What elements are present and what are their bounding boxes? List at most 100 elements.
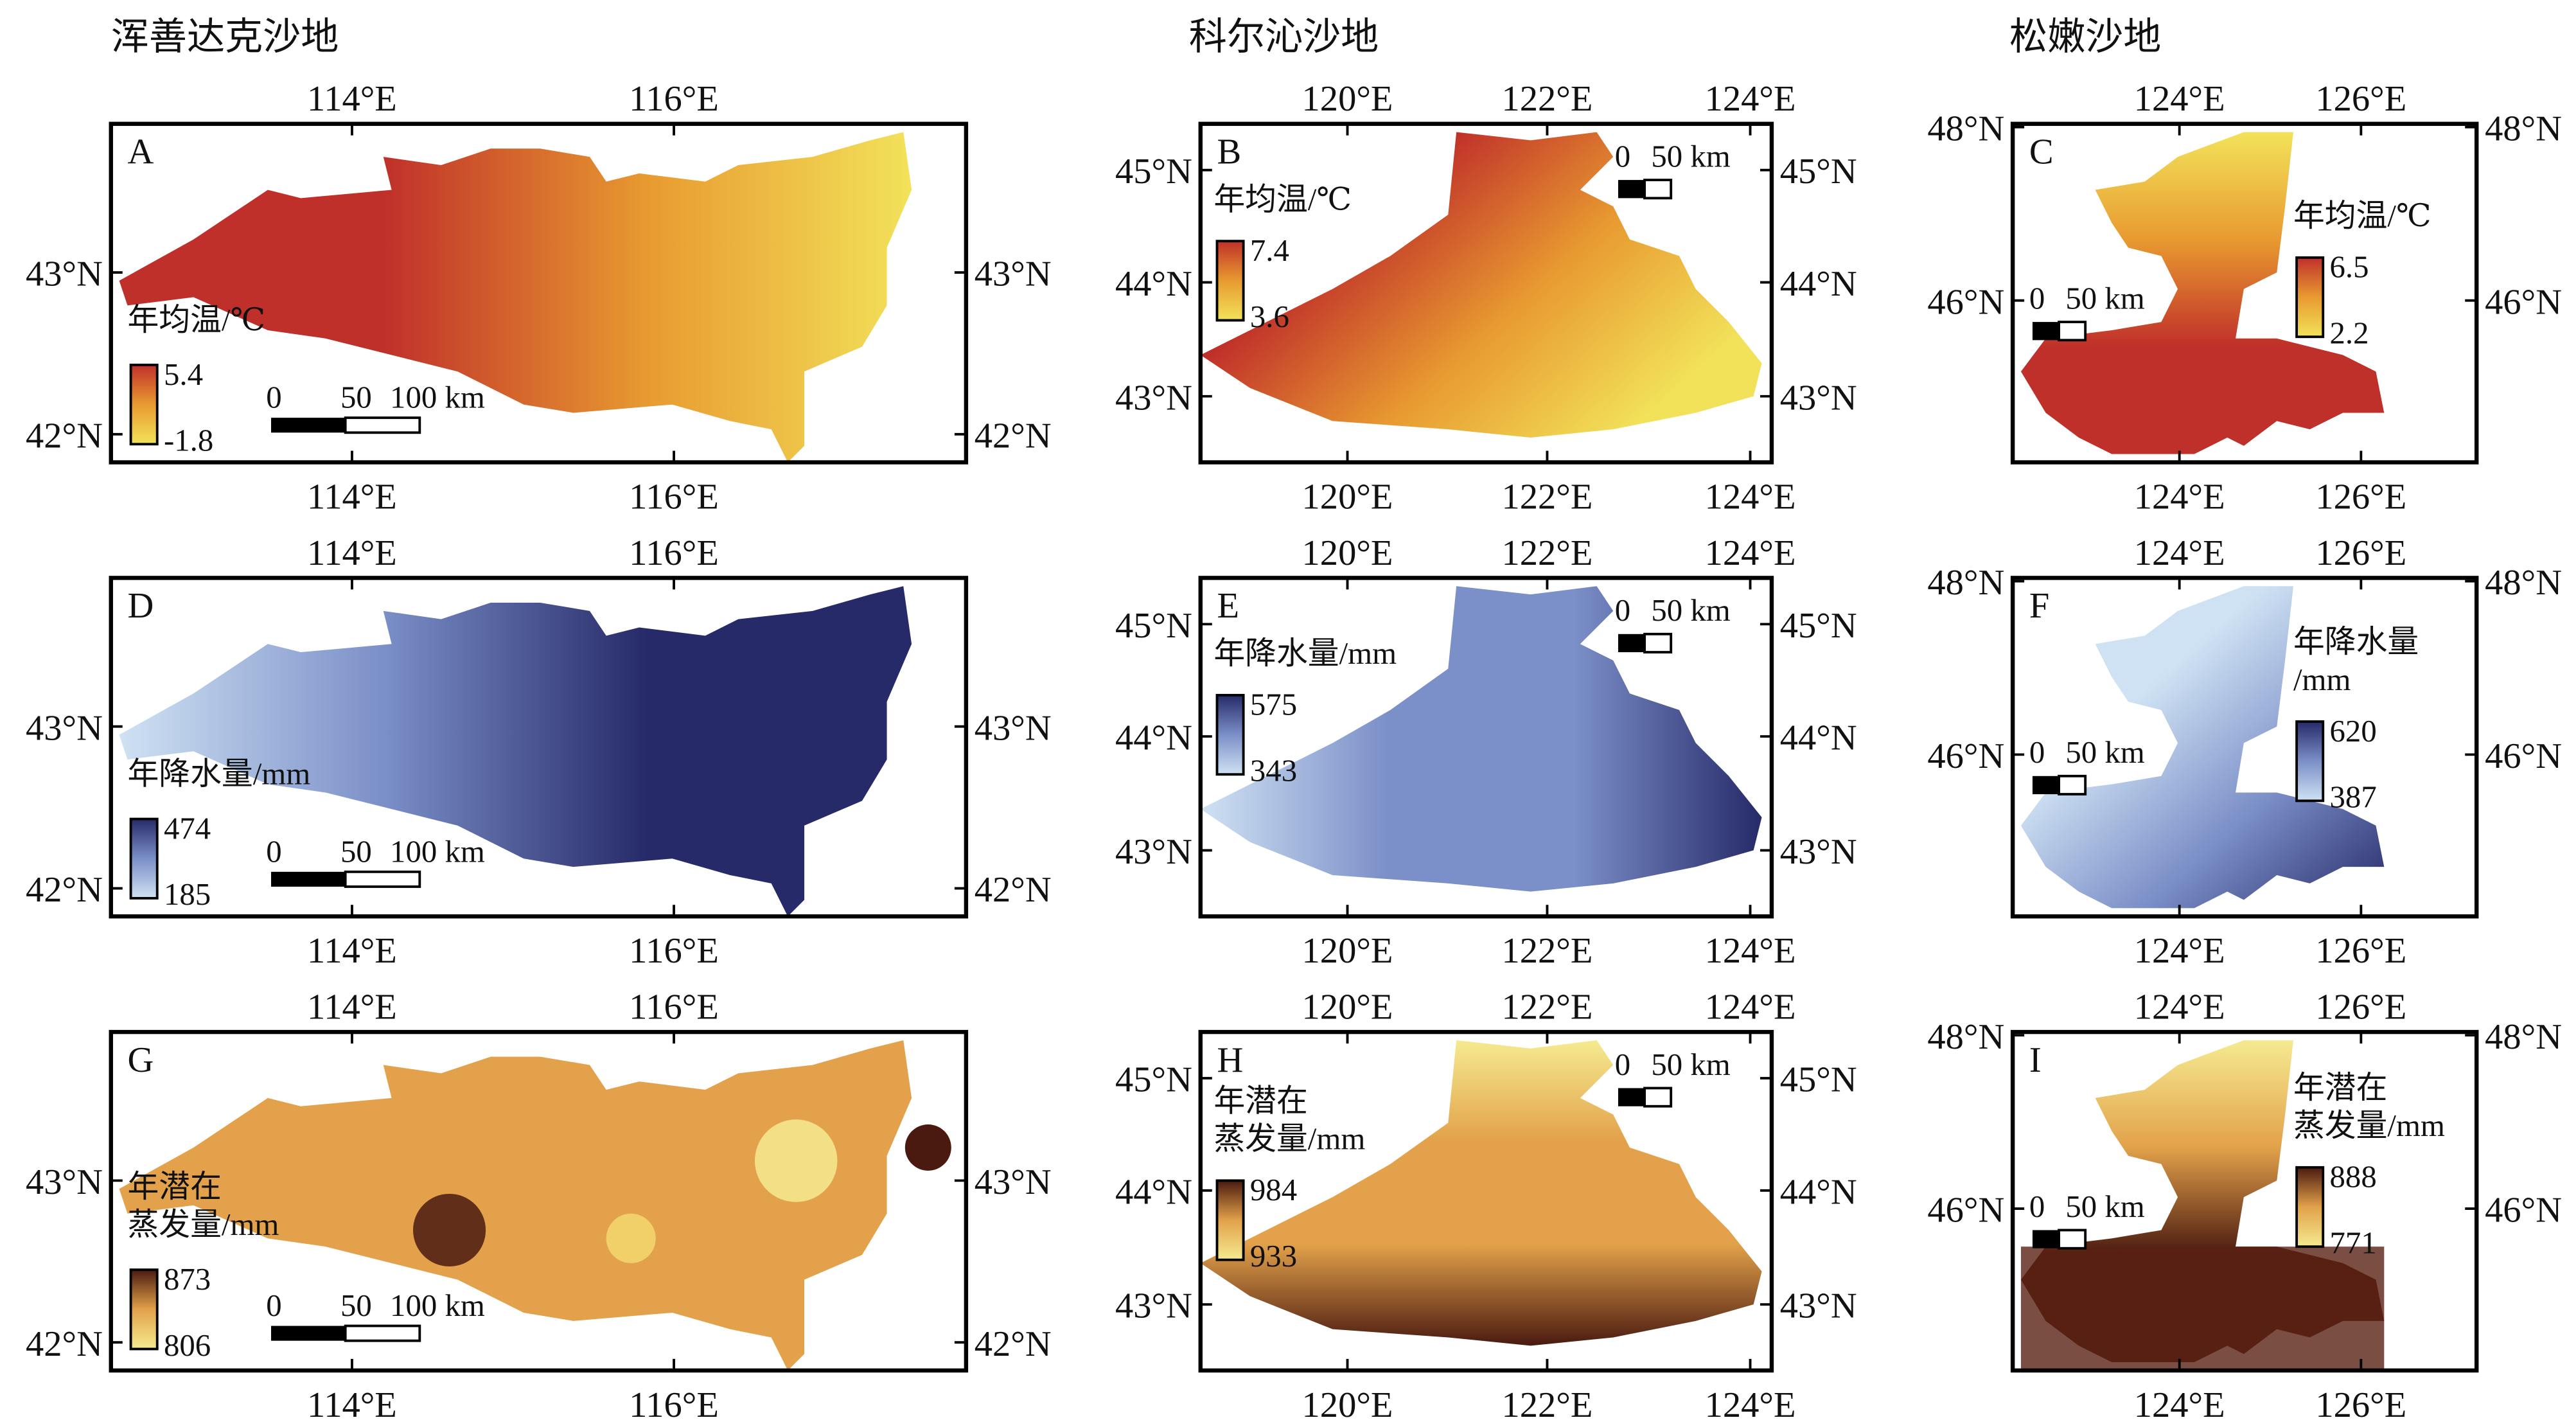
panel-letter: E	[1217, 586, 1240, 626]
evaporation-hotspot	[904, 1124, 951, 1171]
legend-title: 年降水量/mm	[127, 756, 310, 792]
colorbar-min: -1.8	[164, 423, 213, 458]
colorbar-min: 806	[164, 1327, 211, 1363]
scale-label: 0	[266, 1288, 281, 1323]
scale-label: 50 km	[1651, 139, 1730, 174]
colorbar	[2295, 256, 2325, 339]
lat-tick-label: 43°N	[975, 708, 1052, 748]
lat-tick-label: 44°N	[1780, 1172, 1857, 1212]
lat-tick-label: 42°N	[975, 1324, 1052, 1364]
scale-bar	[271, 1326, 346, 1341]
region-title: 松嫩沙地	[2009, 15, 2161, 58]
lon-tick-label: 124°E	[2134, 477, 2225, 517]
map-panel-D: 114°E 114°E 116°E 116°E 43°N 43°N 42°N 42°N D 年降水…	[26, 533, 1052, 971]
lat-tick-label: 45°N	[1780, 152, 1857, 191]
lat-tick-label: 45°N	[1115, 1060, 1192, 1100]
lon-tick-label: 122°E	[1502, 1385, 1593, 1420]
colorbar-min: 933	[1250, 1238, 1297, 1274]
region-title: 浑善达克沙地	[111, 15, 339, 58]
colorbar	[129, 363, 159, 446]
lon-tick-label: 114°E	[307, 79, 397, 119]
lon-tick-label: 116°E	[629, 988, 719, 1027]
scale-bar	[1618, 1088, 1645, 1106]
colorbar-max: 984	[1250, 1172, 1297, 1207]
lon-tick-label: 120°E	[1302, 79, 1393, 119]
lat-tick-label: 45°N	[1115, 152, 1192, 191]
evaporation-zone	[2020, 1247, 2385, 1371]
lon-tick-label: 124°E	[1705, 988, 1796, 1027]
colorbar-max: 575	[1250, 687, 1297, 722]
lon-tick-label: 122°E	[1502, 533, 1593, 573]
scale-label: 50	[340, 833, 372, 869]
lon-tick-label: 120°E	[1302, 1385, 1393, 1420]
map-panel-E: 120°E 120°E 122°E 122°E 124°E 124°E 45°N 45°N 44…	[1115, 533, 1857, 971]
lon-tick-label: 120°E	[1302, 988, 1393, 1027]
lat-tick-label: 46°N	[2485, 1191, 2562, 1230]
lat-tick-label: 44°N	[1780, 264, 1857, 304]
lat-tick-label: 45°N	[1115, 606, 1192, 646]
scale-bar	[1618, 180, 1645, 199]
map-panel-A: 浑善达克沙地 114°E 114°E 116°E 116°E 43°N 43°N 42°N 42…	[26, 15, 1052, 517]
colorbar-max: 873	[164, 1261, 211, 1297]
legend-title: 年均温/℃	[127, 302, 265, 337]
scale-bar	[1643, 179, 1673, 200]
scale-label: 50 km	[2065, 734, 2144, 770]
map-panel-H: 120°E 120°E 122°E 122°E 124°E 124°E 45°N 45°N 44…	[1115, 988, 1857, 1420]
lon-tick-label: 124°E	[1705, 931, 1796, 971]
legend-title: 年潜在	[2293, 1070, 2387, 1105]
map-frame	[1198, 121, 1774, 465]
lon-tick-label: 124°E	[2134, 988, 2225, 1027]
scale-bar	[1643, 1087, 1673, 1108]
lon-tick-label: 122°E	[1502, 79, 1593, 119]
lat-tick-label: 43°N	[26, 1162, 103, 1202]
colorbar	[129, 817, 159, 900]
lon-tick-label: 116°E	[629, 1385, 719, 1420]
map-panel-C: 松嫩沙地 124°E 124°E 126°E 126°E 48°N 48°N 46°N 46°N…	[1927, 15, 2562, 517]
lat-tick-label: 42°N	[26, 870, 103, 910]
scale-bar	[1643, 632, 1673, 653]
legend-title: 年潜在	[127, 1169, 221, 1204]
map-panel-G: 114°E 114°E 116°E 116°E 43°N 43°N 42°N 42°N G 年潜在…	[26, 988, 1052, 1420]
map-panel-B: 科尔沁沙地 120°E 120°E 122°E 122°E 124°E 124°E 45°N 4…	[1115, 15, 1857, 517]
region-raster	[1200, 132, 1762, 438]
region-raster	[2020, 586, 2385, 909]
legend-title: 蒸发量/mm	[1213, 1121, 1365, 1157]
colorbar-min: 771	[2330, 1225, 2377, 1260]
colorbar-max: 888	[2330, 1159, 2377, 1194]
lat-tick-label: 43°N	[975, 1162, 1052, 1202]
lat-tick-label: 43°N	[1780, 378, 1857, 418]
lon-tick-label: 114°E	[307, 477, 397, 517]
colorbar-min: 2.2	[2330, 315, 2369, 351]
panel-letter: F	[2029, 586, 2049, 626]
panel-letter: H	[1217, 1040, 1244, 1080]
legend-title: /mm	[2293, 662, 2351, 697]
lat-tick-label: 48°N	[1927, 1017, 2004, 1057]
region-raster	[1200, 586, 1762, 892]
scale-bar	[2058, 774, 2087, 795]
scale-label: 0	[1615, 592, 1630, 628]
region-title: 科尔沁沙地	[1189, 15, 1379, 58]
evaporation-hotspot	[413, 1193, 486, 1267]
lat-tick-label: 45°N	[1780, 1060, 1857, 1100]
lon-tick-label: 122°E	[1502, 477, 1593, 517]
lat-tick-label: 48°N	[2485, 563, 2562, 603]
scale-bar	[1618, 634, 1645, 653]
scale-label: 0	[2029, 734, 2045, 770]
colorbar-max: 5.4	[164, 357, 203, 392]
map-frame	[109, 1029, 969, 1373]
lon-tick-label: 114°E	[307, 1385, 397, 1420]
lat-tick-label: 43°N	[1780, 1286, 1857, 1326]
lat-tick-label: 42°N	[975, 416, 1052, 456]
lon-tick-label: 124°E	[1705, 1385, 1796, 1420]
lon-tick-label: 116°E	[629, 931, 719, 971]
lat-tick-label: 45°N	[1780, 606, 1857, 646]
map-frame	[1198, 576, 1774, 919]
lat-tick-label: 43°N	[26, 708, 103, 748]
region-raster	[2020, 132, 2385, 454]
lon-tick-label: 116°E	[629, 533, 719, 573]
lat-tick-label: 48°N	[2485, 1017, 2562, 1057]
scale-bar	[271, 871, 346, 887]
lon-tick-label: 124°E	[2134, 533, 2225, 573]
scale-label: 0	[1615, 1047, 1630, 1082]
